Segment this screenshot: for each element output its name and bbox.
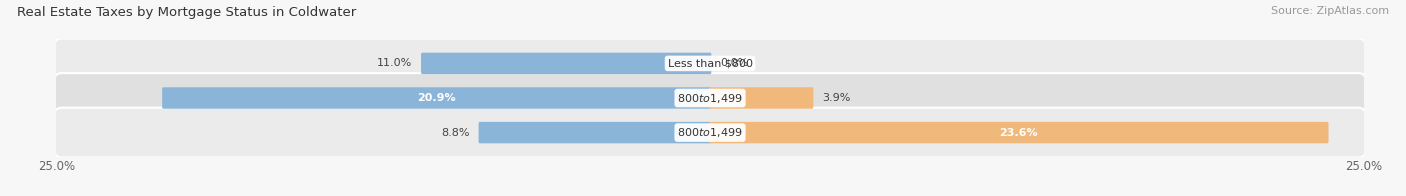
- FancyBboxPatch shape: [53, 38, 1367, 88]
- Text: 11.0%: 11.0%: [377, 58, 412, 68]
- Text: $800 to $1,499: $800 to $1,499: [678, 126, 742, 139]
- FancyBboxPatch shape: [478, 122, 711, 143]
- FancyBboxPatch shape: [709, 122, 1329, 143]
- Text: Source: ZipAtlas.com: Source: ZipAtlas.com: [1271, 6, 1389, 16]
- Text: Less than $800: Less than $800: [668, 58, 752, 68]
- Text: 3.9%: 3.9%: [823, 93, 851, 103]
- Text: 23.6%: 23.6%: [1000, 128, 1038, 138]
- Text: 8.8%: 8.8%: [441, 128, 470, 138]
- FancyBboxPatch shape: [53, 108, 1367, 158]
- Text: Real Estate Taxes by Mortgage Status in Coldwater: Real Estate Taxes by Mortgage Status in …: [17, 6, 356, 19]
- FancyBboxPatch shape: [162, 87, 711, 109]
- Text: 20.9%: 20.9%: [418, 93, 456, 103]
- FancyBboxPatch shape: [709, 87, 813, 109]
- FancyBboxPatch shape: [420, 53, 711, 74]
- FancyBboxPatch shape: [53, 73, 1367, 123]
- Text: $800 to $1,499: $800 to $1,499: [678, 92, 742, 104]
- Text: 0.0%: 0.0%: [720, 58, 749, 68]
